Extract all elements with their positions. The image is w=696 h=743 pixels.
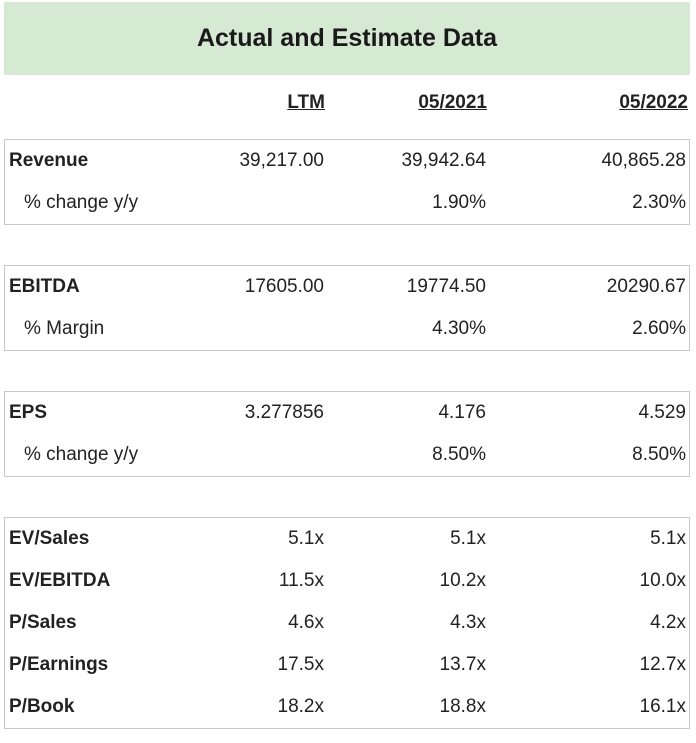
ebitda-margin-2022: 2.60% xyxy=(632,318,686,339)
multiple-row-ev-sales: EV/Sales 5.1x 5.1x 5.1x xyxy=(5,518,689,560)
revenue-2021: 39,942.64 xyxy=(401,150,486,171)
multiple-row-p-book: P/Book 18.2x 18.8x 16.1x xyxy=(5,686,689,728)
revenue-label: Revenue xyxy=(9,150,89,171)
multiple-label: P/Earnings xyxy=(9,654,109,675)
multiple-2022: 5.1x xyxy=(650,528,686,549)
multiple-2021: 13.7x xyxy=(439,654,486,675)
eps-change-2022: 8.50% xyxy=(632,444,686,465)
eps-change-label: % change y/y xyxy=(24,444,139,465)
multiple-label: EV/EBITDA xyxy=(9,570,111,591)
multiple-ltm: 11.5x xyxy=(278,570,324,591)
revenue-2022: 40,865.28 xyxy=(601,150,686,171)
multiple-row-p-sales: P/Sales 4.6x 4.3x 4.2x xyxy=(5,602,689,644)
multiples-block: EV/Sales 5.1x 5.1x 5.1x EV/EBITDA 11.5x … xyxy=(4,517,690,729)
eps-label: EPS xyxy=(9,402,48,423)
eps-change-2021: 8.50% xyxy=(432,444,486,465)
revenue-change-2022: 2.30% xyxy=(632,192,686,213)
revenue-change-row: % change y/y 1.90% 2.30% xyxy=(5,182,689,224)
column-headers: LTM 05/2021 05/2022 xyxy=(0,92,696,122)
ebitda-ltm: 17605.00 xyxy=(244,276,324,297)
revenue-row: Revenue 39,217.00 39,942.64 40,865.28 xyxy=(5,140,689,182)
multiple-label: P/Book xyxy=(9,696,75,717)
ebitda-block: EBITDA 17605.00 19774.50 20290.67 % Marg… xyxy=(4,265,690,351)
ebitda-2021: 19774.50 xyxy=(406,276,486,297)
multiple-label: P/Sales xyxy=(9,612,77,633)
multiple-2022: 12.7x xyxy=(639,654,686,675)
column-header-ltm: LTM xyxy=(287,92,325,113)
multiple-row-ev-ebitda: EV/EBITDA 11.5x 10.2x 10.0x xyxy=(5,560,689,602)
eps-block: EPS 3.277856 4.176 4.529 % change y/y 8.… xyxy=(4,391,690,477)
column-header-2022: 05/2022 xyxy=(619,92,688,113)
revenue-ltm: 39,217.00 xyxy=(239,150,324,171)
revenue-block: Revenue 39,217.00 39,942.64 40,865.28 % … xyxy=(4,139,690,225)
multiple-ltm: 17.5x xyxy=(277,654,324,675)
multiple-2021: 10.2x xyxy=(439,570,486,591)
multiple-ltm: 18.2x xyxy=(277,696,324,717)
ebitda-2022: 20290.67 xyxy=(606,276,686,297)
ebitda-margin-row: % Margin 4.30% 2.60% xyxy=(5,308,689,350)
multiple-2021: 5.1x xyxy=(450,528,486,549)
multiple-2022: 16.1x xyxy=(639,696,686,717)
eps-ltm: 3.277856 xyxy=(244,402,324,423)
eps-2021: 4.176 xyxy=(438,402,486,423)
multiple-2022: 4.2x xyxy=(650,612,686,633)
multiple-row-p-earnings: P/Earnings 17.5x 13.7x 12.7x xyxy=(5,644,689,686)
ebitda-label: EBITDA xyxy=(9,276,80,297)
multiple-2021: 4.3x xyxy=(450,612,486,633)
column-header-2021: 05/2021 xyxy=(418,92,487,113)
ebitda-margin-label: % Margin xyxy=(24,318,105,339)
ebitda-margin-2021: 4.30% xyxy=(432,318,486,339)
page-title-text: Actual and Estimate Data xyxy=(196,24,498,52)
revenue-change-2021: 1.90% xyxy=(432,192,486,213)
eps-2022: 4.529 xyxy=(638,402,686,423)
multiple-label: EV/Sales xyxy=(9,528,90,549)
multiple-ltm: 4.6x xyxy=(288,612,324,633)
revenue-change-label: % change y/y xyxy=(24,192,139,213)
multiple-ltm: 5.1x xyxy=(288,528,324,549)
ebitda-row: EBITDA 17605.00 19774.50 20290.67 xyxy=(5,266,689,308)
multiple-2021: 18.8x xyxy=(439,696,486,717)
page-title: Actual and Estimate Data xyxy=(4,2,690,75)
eps-change-row: % change y/y 8.50% 8.50% xyxy=(5,434,689,476)
multiple-2022: 10.0x xyxy=(639,570,686,591)
eps-row: EPS 3.277856 4.176 4.529 xyxy=(5,392,689,434)
